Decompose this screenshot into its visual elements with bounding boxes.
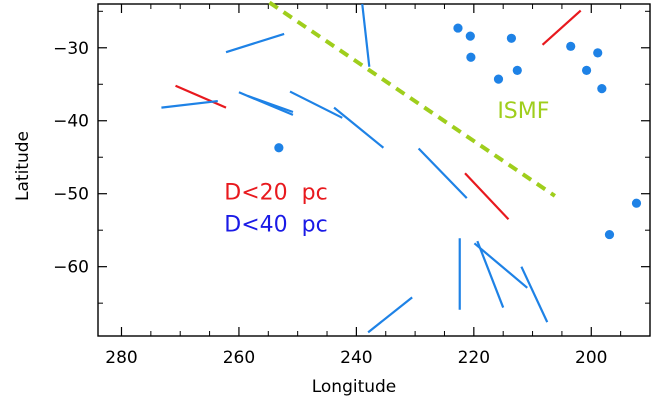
plot-frame [97,3,651,337]
star-point [593,48,603,58]
annotation-0: ISMF [497,99,549,124]
star-point [493,74,504,84]
y-tick-label: −50 [53,185,89,205]
segment-d40 [476,240,505,308]
annotation-2: D<40 pc [224,213,327,238]
ismf-dashed-line [268,0,556,198]
star-point [466,52,476,62]
x-axis-label: Longitude [312,377,397,397]
star-point [453,23,463,33]
segment-d20 [541,9,582,46]
x-tick-label: 220 [458,348,490,368]
x-tick-label: 240 [340,348,372,368]
y-tick-label: −40 [53,112,89,132]
segment-d20 [175,84,227,109]
y-axis-label: Latitude [13,131,33,201]
star-point [581,65,592,75]
segment-d40 [417,147,468,199]
star-point [597,84,607,94]
segment-d40 [289,90,343,119]
annotation-1: D<20 pc [224,181,327,206]
segment-d40 [238,91,294,116]
segment-d40 [520,266,549,323]
segment-d40 [161,99,218,109]
segment-d40 [473,242,528,289]
segment-d40 [333,106,385,149]
segment-d20 [464,172,510,221]
segment-d40 [361,3,371,67]
star-point [604,229,615,240]
star-point [274,143,284,153]
star-point [566,41,576,51]
y-tick-label: −30 [53,39,89,59]
segment-d40 [367,296,413,334]
segment-d40 [225,32,285,54]
segment-d40 [247,94,294,114]
y-tick-label: −60 [53,258,89,278]
x-tick-label: 280 [105,348,137,368]
star-point [631,198,642,208]
star-point [512,65,522,75]
x-tick-label: 200 [575,348,607,368]
star-point [506,33,517,43]
x-tick-label: 260 [223,348,255,368]
star-point [465,31,475,41]
